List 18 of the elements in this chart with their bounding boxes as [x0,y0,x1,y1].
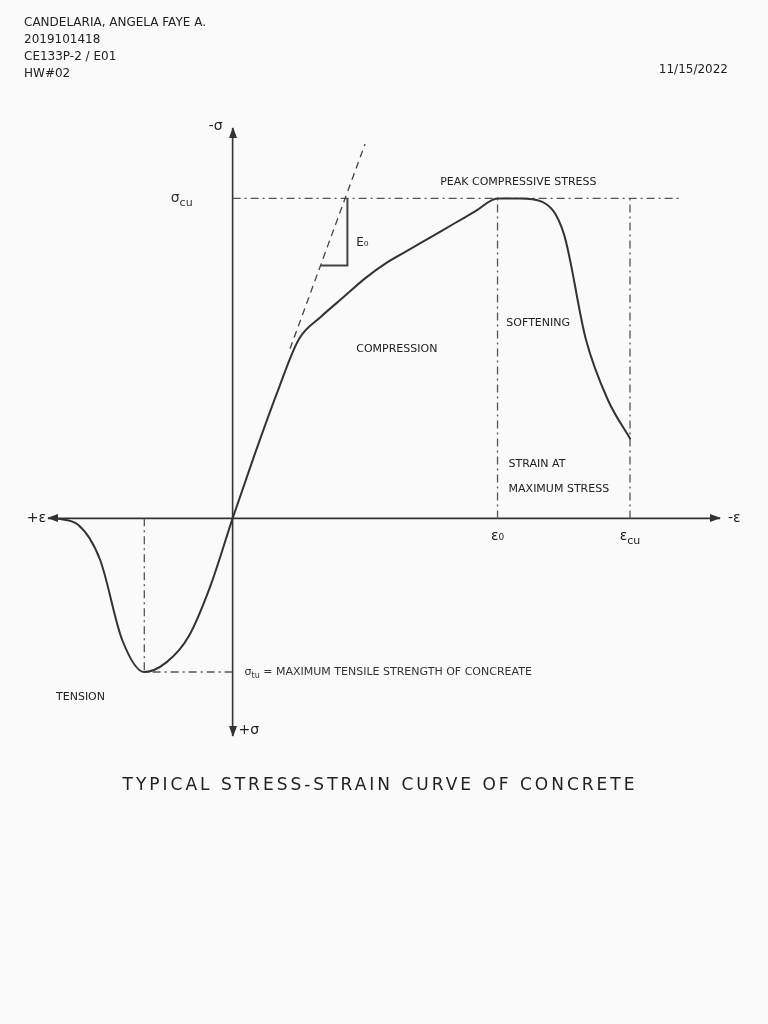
text: CANDELARIA, ANGELA FAYE A. [24,14,207,31]
annotation: +ε [26,509,47,526]
annotation: COMPRESSION [356,341,438,355]
annotation: MAXIMUM STRESS [508,482,610,496]
text: PEAK COMPRESSIVE STRESS [440,175,597,189]
text: 11/15/2022 [658,62,728,76]
annotation: SOFTENING [506,316,571,330]
x-tick-label: ε₀ [490,527,505,544]
text: HW#02 [24,66,71,80]
text: -ε [728,509,741,526]
annotation: E₀ [356,235,369,250]
annotation: STRAIN AT [508,456,566,470]
text: TENSION [55,690,106,704]
y-axis-title: -σ [208,116,223,133]
text: CE133P-2 / E01 [24,49,117,63]
text: +σ [238,720,260,737]
text: TYPICAL STRESS-STRAIN CURVE OF CONCRETE [121,774,639,794]
text: 2019101418 [24,31,102,48]
